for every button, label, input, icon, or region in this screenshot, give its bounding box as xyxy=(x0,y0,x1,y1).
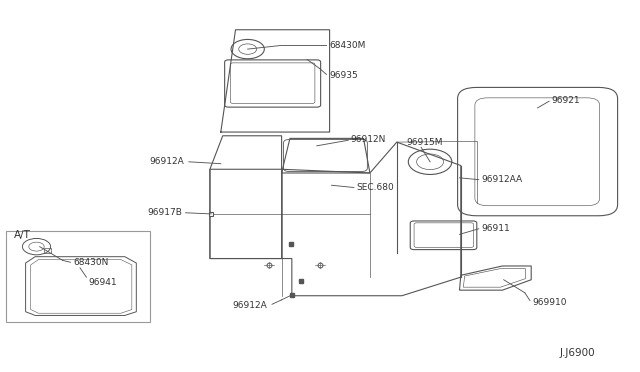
Text: 96941: 96941 xyxy=(88,278,117,287)
Text: 96921: 96921 xyxy=(552,96,580,105)
Text: SEC.680: SEC.680 xyxy=(356,183,394,192)
Text: 96912A: 96912A xyxy=(233,301,268,310)
Text: A/T: A/T xyxy=(14,230,31,240)
Text: 68430M: 68430M xyxy=(330,41,366,50)
Text: 96935: 96935 xyxy=(330,71,358,80)
Text: 96917B: 96917B xyxy=(148,208,182,217)
Text: 96912A: 96912A xyxy=(150,157,184,166)
Text: 96915M: 96915M xyxy=(406,138,443,147)
Bar xyxy=(44,248,51,253)
Text: 68430N: 68430N xyxy=(73,258,108,267)
Text: 969910: 969910 xyxy=(532,298,567,307)
Text: J.J6900: J.J6900 xyxy=(560,349,596,358)
Text: 96912N: 96912N xyxy=(351,135,386,144)
Text: 96911: 96911 xyxy=(481,224,510,233)
Text: 96912AA: 96912AA xyxy=(481,175,522,184)
Bar xyxy=(6,231,150,322)
